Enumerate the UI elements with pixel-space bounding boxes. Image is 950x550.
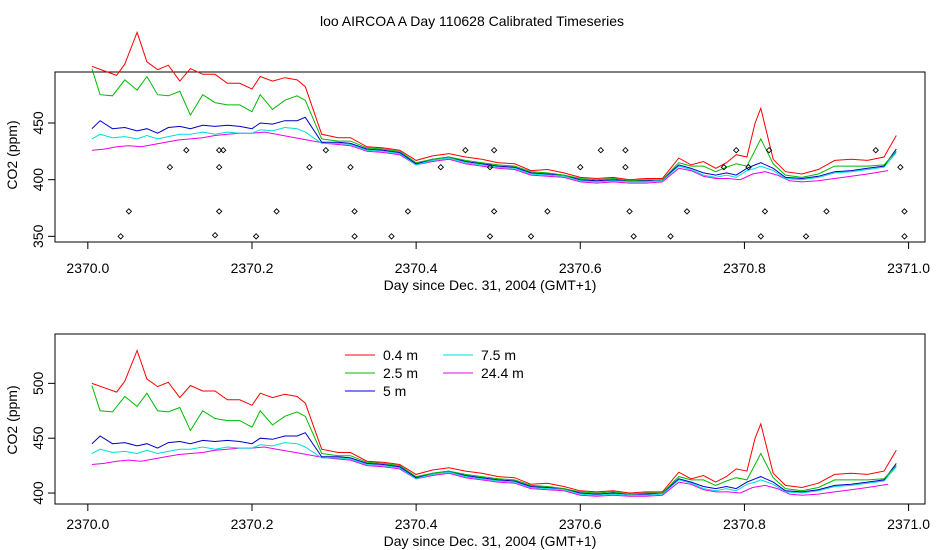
- series-line-s5: [91, 432, 897, 495]
- marker-point: [544, 208, 551, 215]
- marker-point: [897, 163, 904, 171]
- top-y-axis-label: CO2 (ppm): [4, 120, 20, 189]
- y-tick-label: 500: [30, 371, 46, 395]
- marker-point: [626, 208, 633, 215]
- marker-point: [211, 231, 219, 239]
- series-line-s75: [91, 126, 897, 183]
- marker-point: [745, 163, 752, 171]
- top-y-axis: 350 400 450: [30, 111, 55, 248]
- top-series-group: [91, 30, 897, 184]
- series-line-s25: [91, 385, 897, 495]
- marker-point: [215, 146, 223, 154]
- marker-point: [765, 146, 773, 154]
- marker-point: [622, 163, 629, 171]
- series-line-s75: [91, 442, 897, 496]
- x-tick-label: 2370.0: [66, 260, 109, 276]
- marker-point: [347, 163, 354, 171]
- marker-point: [486, 163, 494, 171]
- marker-point: [215, 163, 223, 171]
- y-tick-label: 450: [30, 426, 46, 450]
- legend-label-s244: 24.4 m: [481, 365, 524, 381]
- legend: 0.4 m 2.5 m 5 m 7.5 m 24.4 m: [345, 347, 524, 399]
- bottom-series-group: [91, 349, 897, 497]
- top-plot-frame: [54, 71, 926, 243]
- marker-point: [166, 163, 174, 171]
- x-tick-label: 2370.2: [231, 260, 274, 276]
- marker-point: [720, 163, 728, 171]
- marker-point: [117, 233, 124, 240]
- marker-point: [872, 146, 879, 154]
- bottom-plot-frame: [54, 333, 926, 505]
- marker-point: [622, 146, 629, 154]
- marker-point: [220, 146, 227, 154]
- marker-point: [351, 233, 358, 240]
- x-tick-label: 2370.4: [395, 516, 438, 532]
- marker-point: [490, 208, 498, 215]
- x-tick-label: 2370.8: [723, 260, 766, 276]
- marker-point: [901, 208, 908, 215]
- marker-point: [125, 208, 133, 215]
- marker-point: [823, 208, 830, 215]
- y-tick-label: 400: [30, 168, 46, 192]
- x-tick-label: 2370.0: [66, 516, 109, 532]
- marker-point: [322, 146, 330, 154]
- marker-point: [404, 208, 412, 215]
- marker-point: [630, 233, 637, 240]
- top-x-axis-label: Day since Dec. 31, 2004 (GMT+1): [384, 277, 597, 293]
- marker-point: [901, 233, 908, 240]
- marker-point: [527, 233, 535, 240]
- marker-point: [273, 208, 280, 215]
- x-tick-label: 2370.8: [723, 516, 766, 532]
- marker-point: [683, 208, 691, 215]
- marker-point: [486, 233, 494, 240]
- x-tick-label: 2370.6: [559, 516, 602, 532]
- top-marker-group: [117, 146, 908, 240]
- marker-point: [252, 233, 260, 240]
- series-line-s25: [91, 68, 897, 182]
- marker-point: [306, 163, 313, 171]
- series-line-s04: [91, 30, 897, 181]
- x-tick-label: 2371.0: [887, 260, 930, 276]
- x-tick-label: 2370.6: [559, 260, 602, 276]
- marker-point: [757, 233, 765, 240]
- marker-point: [761, 208, 769, 215]
- top-panel: 2370.0 2370.2 2370.4 2370.6 2370.8 2371.0 350…: [4, 30, 930, 293]
- marker-point: [215, 208, 223, 215]
- marker-point: [802, 233, 810, 240]
- bottom-panel: 2370.0 2370.2 2370.4 2370.6 2370.8 2371.0 400…: [4, 333, 930, 549]
- top-x-axis: 2370.0 2370.2 2370.4 2370.6 2370.8 2371.0: [66, 242, 930, 276]
- marker-point: [732, 146, 740, 154]
- legend-label-s5: 5 m: [383, 383, 406, 399]
- marker-point: [597, 146, 605, 154]
- marker-point: [183, 146, 190, 154]
- chart-title: loo AIRCOA A Day 110628 Calibrated Times…: [320, 13, 624, 29]
- y-tick-label: 400: [30, 481, 46, 505]
- y-tick-label: 350: [30, 224, 46, 248]
- bottom-y-axis: 400 450 500: [30, 371, 55, 505]
- x-tick-label: 2371.0: [887, 516, 930, 532]
- y-tick-label: 450: [30, 111, 46, 135]
- series-line-s244: [91, 131, 889, 184]
- bottom-x-axis: 2370.0 2370.2 2370.4 2370.6 2370.8 2371.0: [66, 504, 930, 532]
- series-line-s04: [91, 349, 897, 494]
- bottom-x-axis-label: Day since Dec. 31, 2004 (GMT+1): [384, 533, 597, 549]
- legend-label-s75: 7.5 m: [481, 347, 516, 363]
- marker-point: [490, 146, 498, 154]
- series-line-s244: [91, 446, 889, 497]
- marker-point: [351, 208, 358, 215]
- bottom-y-axis-label: CO2 (ppm): [4, 385, 20, 454]
- marker-point: [388, 233, 395, 240]
- series-line-s5: [91, 116, 897, 182]
- marker-point: [437, 163, 444, 171]
- marker-point: [667, 233, 674, 240]
- x-tick-label: 2370.2: [231, 516, 274, 532]
- legend-label-s04: 0.4 m: [383, 347, 418, 363]
- marker-point: [577, 163, 584, 171]
- legend-label-s25: 2.5 m: [383, 365, 418, 381]
- x-tick-label: 2370.4: [395, 260, 438, 276]
- marker-point: [462, 146, 469, 154]
